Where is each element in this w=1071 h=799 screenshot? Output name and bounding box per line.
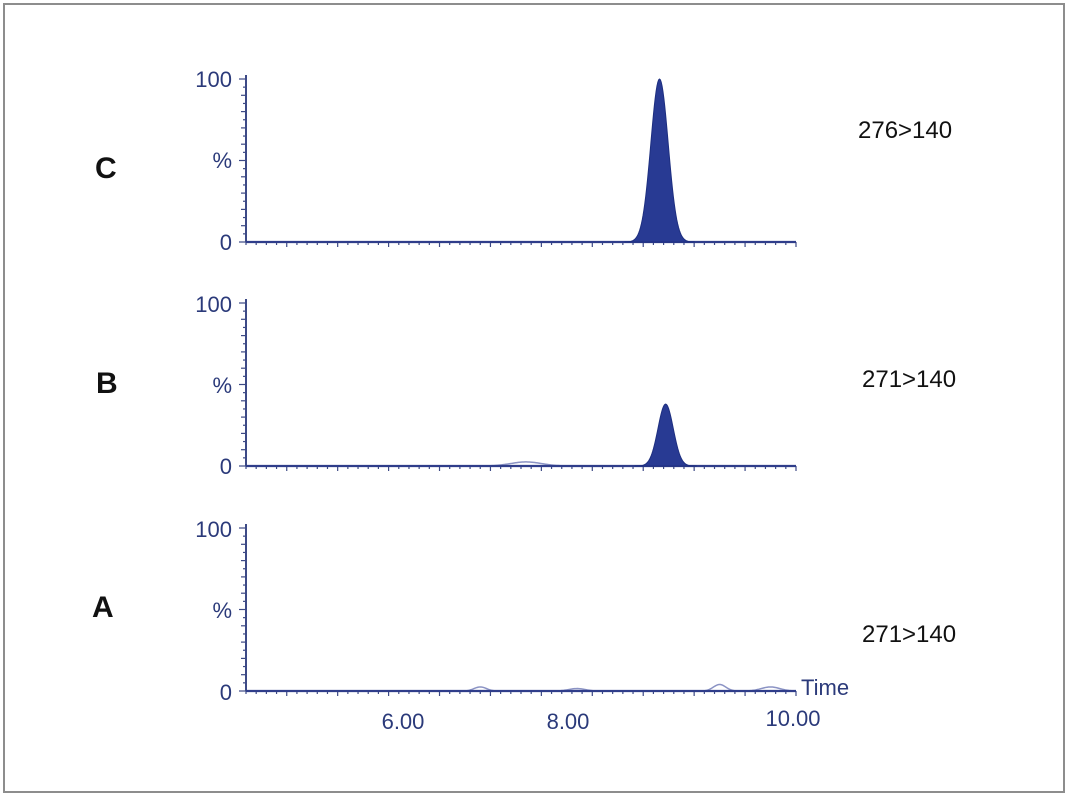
- panel-b: B 100 % 0 271>140: [96, 292, 956, 479]
- panel-a: A 100 % 0 271>140: [92, 517, 956, 705]
- panel-marks: [239, 75, 797, 247]
- y-tick-label-100: 100: [195, 292, 232, 317]
- panel-marks: [239, 299, 797, 471]
- y-tick-label-0: 0: [220, 230, 232, 255]
- y-tick-label-100: 100: [195, 517, 232, 542]
- y-tick-label-0: 0: [220, 454, 232, 479]
- chromatogram-peak: [634, 403, 697, 467]
- panel-label: A: [92, 591, 114, 624]
- x-axis-label: Time: [801, 675, 849, 700]
- trace-label: 271>140: [862, 621, 956, 648]
- y-tick-label-100: 100: [195, 67, 232, 92]
- panel-marks: [239, 524, 797, 696]
- panel-label: B: [96, 367, 118, 400]
- x-tick-label-10: 10.00: [765, 706, 820, 731]
- chromatogram-peak: [624, 78, 695, 243]
- trace-label: 271>140: [862, 366, 956, 393]
- y-tick-label-percent: %: [212, 598, 232, 623]
- y-tick-label-0: 0: [220, 680, 232, 705]
- trace-label: 276>140: [858, 117, 952, 144]
- x-tick-label-8: 8.00: [547, 709, 590, 734]
- figure-frame: [3, 3, 1065, 793]
- panel-label: C: [95, 152, 117, 185]
- panel-c: C 100 % 0 276>140: [95, 67, 952, 255]
- y-tick-label-percent: %: [212, 373, 232, 398]
- x-tick-label-6: 6.00: [382, 709, 425, 734]
- y-tick-label-percent: %: [212, 148, 232, 173]
